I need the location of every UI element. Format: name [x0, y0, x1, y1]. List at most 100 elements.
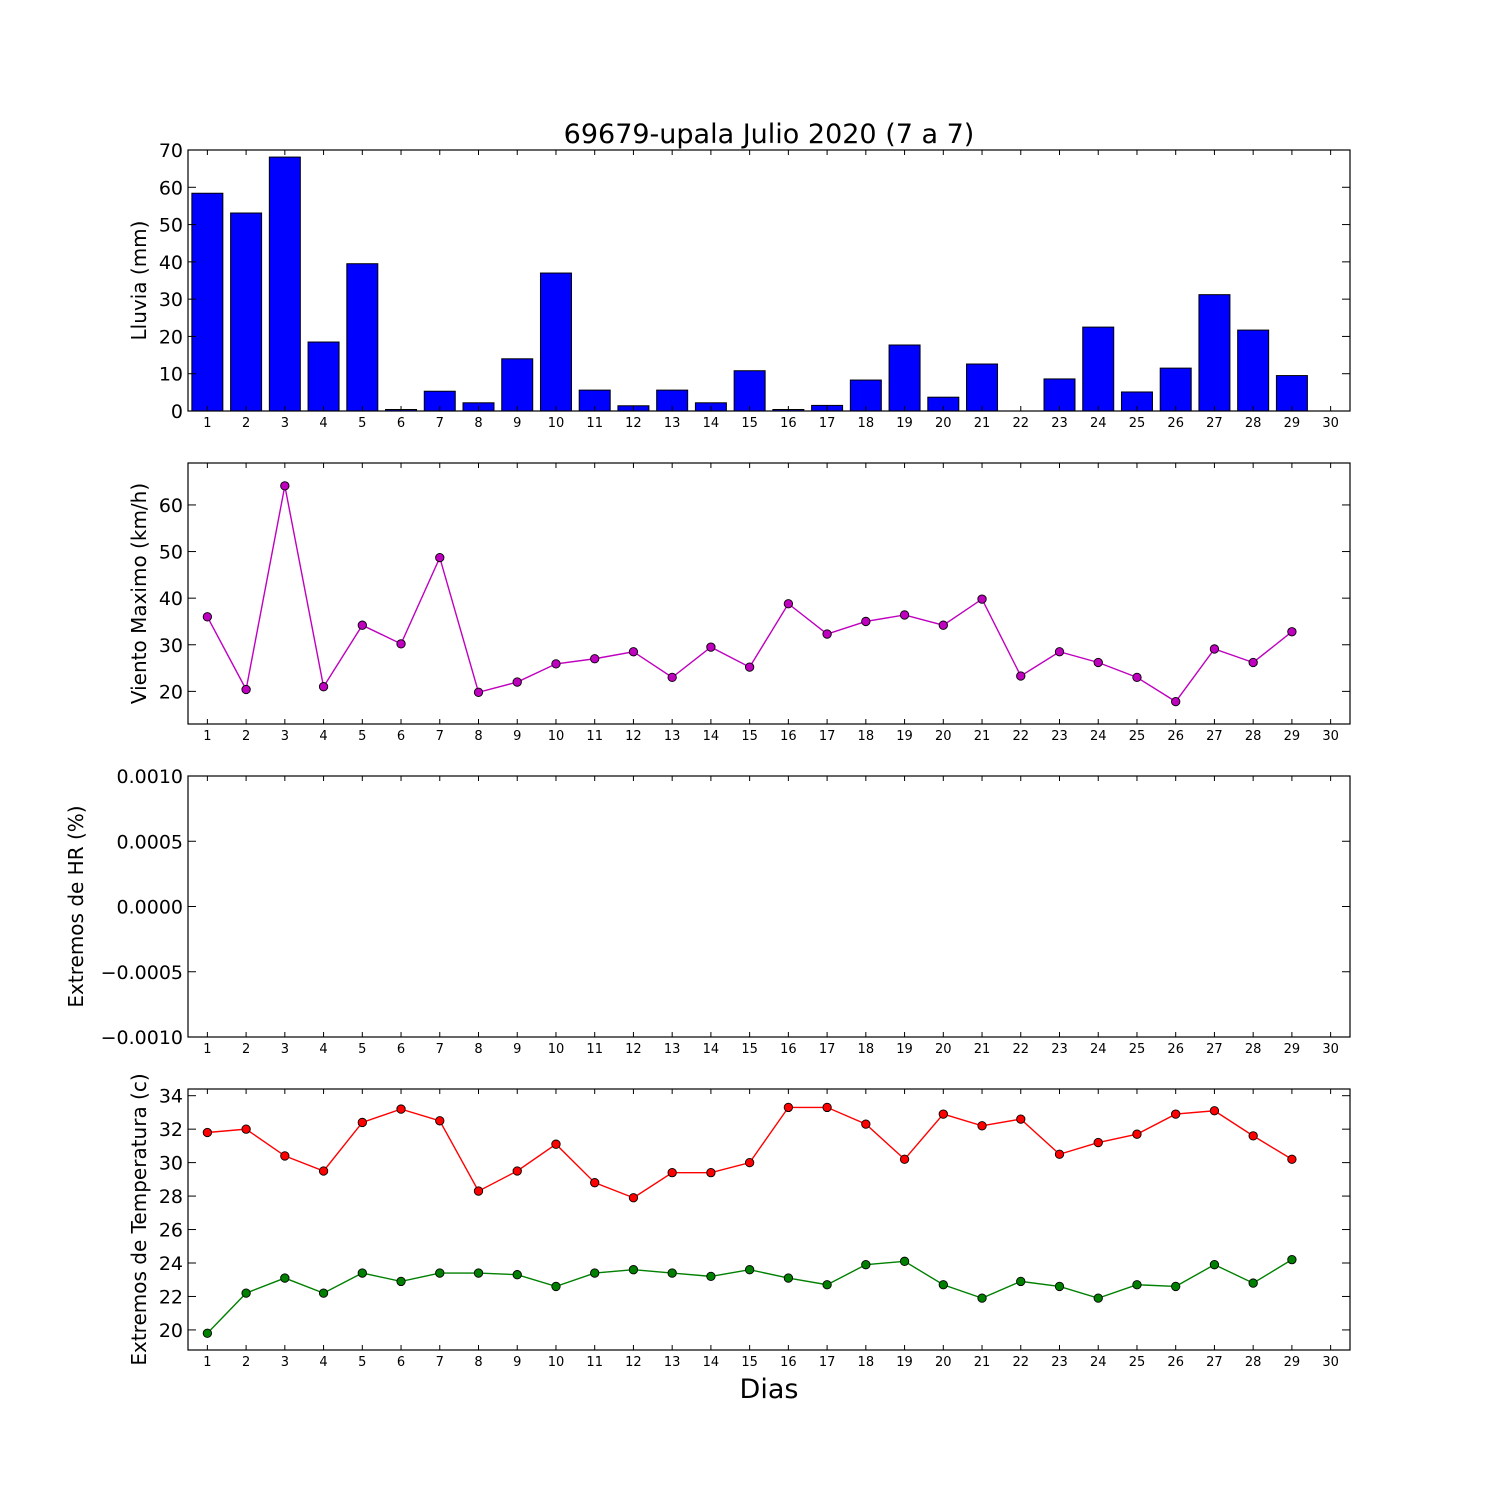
- data-point: [1054, 1149, 1065, 1159]
- x-tick-label: 23: [1051, 1355, 1068, 1370]
- x-tick-label: 4: [319, 416, 327, 431]
- x-tick-label: 20: [935, 729, 952, 744]
- x-tick-label: 4: [319, 1042, 327, 1057]
- x-tick-label: 28: [1245, 1355, 1262, 1370]
- x-tick-label: 25: [1129, 1355, 1146, 1370]
- x-tick-label: 30: [1322, 1355, 1339, 1370]
- y-tick-label: 10: [159, 364, 183, 386]
- y-axis-label: Extremos de HR (%): [64, 805, 88, 1007]
- data-point: [1209, 1260, 1220, 1270]
- x-tick-label: 4: [319, 1355, 327, 1370]
- x-tick-label: 12: [625, 1042, 642, 1057]
- x-tick-label: 1: [203, 1355, 211, 1370]
- data-point: [628, 1193, 639, 1203]
- data-point: [590, 1178, 600, 1188]
- data-point: [202, 1328, 213, 1338]
- data-point: [280, 481, 290, 491]
- x-tick-label: 1: [203, 1042, 211, 1057]
- data-point: [1209, 644, 1220, 654]
- data-point: [512, 1166, 522, 1176]
- x-tick-label: 28: [1245, 416, 1262, 431]
- x-tick-label: 14: [703, 729, 720, 744]
- data-point: [318, 682, 329, 692]
- x-tick-label: 2: [242, 416, 250, 431]
- x-tick-label: 9: [513, 729, 521, 744]
- x-tick-label: 14: [703, 416, 720, 431]
- rain-bar: [268, 156, 301, 412]
- x-tick-label: 8: [474, 1042, 482, 1057]
- x-tick-label: 27: [1206, 416, 1223, 431]
- y-tick-label: 20: [159, 1320, 183, 1342]
- x-tick-label: 26: [1167, 1355, 1184, 1370]
- data-point: [861, 1260, 871, 1270]
- data-point: [241, 1124, 251, 1134]
- rain-bar: [849, 379, 882, 412]
- rain-bar: [966, 363, 999, 412]
- x-tick-label: 5: [358, 416, 366, 431]
- x-tick-label: 2: [242, 1355, 250, 1370]
- y-tick-label: 22: [159, 1286, 183, 1308]
- rain-bar: [539, 272, 572, 412]
- x-tick-label: 9: [513, 1042, 521, 1057]
- x-tick-label: 21: [974, 1042, 991, 1057]
- rain-bar: [230, 212, 263, 412]
- data-point: [744, 662, 755, 672]
- data-point: [1054, 647, 1065, 657]
- data-point: [822, 1102, 832, 1113]
- data-point: [1171, 696, 1181, 707]
- x-tick-label: 8: [474, 729, 482, 744]
- x-tick-label: 16: [780, 1042, 797, 1057]
- x-tick-label: 13: [664, 1042, 681, 1057]
- y-tick-label: 30: [159, 635, 183, 657]
- panels: 1 2 3 4 5 6 7 8 9 10 11 12 13 14 15 16 17 18 19 20 21 22 23 24 2…: [64, 140, 1351, 1370]
- data-point: [1248, 1131, 1258, 1141]
- x-tick-label: 11: [586, 416, 603, 431]
- rain-bar: [733, 370, 766, 412]
- x-tick-label: 22: [1012, 1042, 1029, 1057]
- axes-frame: [187, 1088, 1351, 1351]
- x-tick-label: 2: [242, 1042, 250, 1057]
- x-tick-label: 30: [1322, 416, 1339, 431]
- x-tick-label: 17: [819, 1355, 836, 1370]
- x-tick-label: 25: [1129, 729, 1146, 744]
- data-point: [1171, 1281, 1181, 1292]
- y-tick-label: 70: [159, 140, 183, 162]
- x-tick-label: 15: [741, 1042, 758, 1057]
- y-axis-label: Viento Maximo (km/h): [127, 483, 151, 704]
- y-tick-label: 30: [159, 1153, 183, 1175]
- rain-bar: [1159, 367, 1192, 412]
- y-tick-label: 60: [159, 177, 183, 199]
- x-tick-label: 5: [358, 1042, 366, 1057]
- x-tick-label: 1: [203, 416, 211, 431]
- x-tick-label: 19: [896, 1355, 913, 1370]
- x-tick-label: 4: [319, 729, 327, 744]
- x-tick-label: 5: [358, 729, 366, 744]
- data-point: [241, 1288, 251, 1298]
- x-tick-label: 24: [1090, 1355, 1107, 1370]
- x-tick-label: 20: [935, 416, 952, 431]
- x-tick-label: 28: [1245, 729, 1262, 744]
- data-point: [628, 1265, 639, 1275]
- data-point: [280, 1273, 290, 1283]
- x-tick-label: 24: [1090, 1042, 1107, 1057]
- axes-frame: [187, 462, 1351, 725]
- y-tick-label: 0.0010: [117, 766, 183, 788]
- data-point: [512, 677, 522, 687]
- data-point: [861, 616, 871, 627]
- x-tick-label: 15: [741, 416, 758, 431]
- x-tick-label: 12: [625, 416, 642, 431]
- x-tick-label: 27: [1206, 729, 1223, 744]
- data-point: [512, 1270, 522, 1280]
- data-point: [396, 1276, 406, 1287]
- x-tick-label: 23: [1051, 1042, 1068, 1057]
- data-point: [1093, 1137, 1103, 1148]
- y-tick-label: 60: [159, 495, 183, 517]
- data-point: [202, 1127, 213, 1138]
- y-tick-label: −0.0005: [101, 962, 183, 984]
- x-tick-label: 10: [548, 1042, 565, 1057]
- y-tick-label: 50: [159, 542, 183, 564]
- data-point: [667, 1268, 677, 1278]
- x-tick-label: 7: [436, 1355, 444, 1370]
- data-point: [435, 552, 445, 563]
- x-tick-label: 8: [474, 416, 482, 431]
